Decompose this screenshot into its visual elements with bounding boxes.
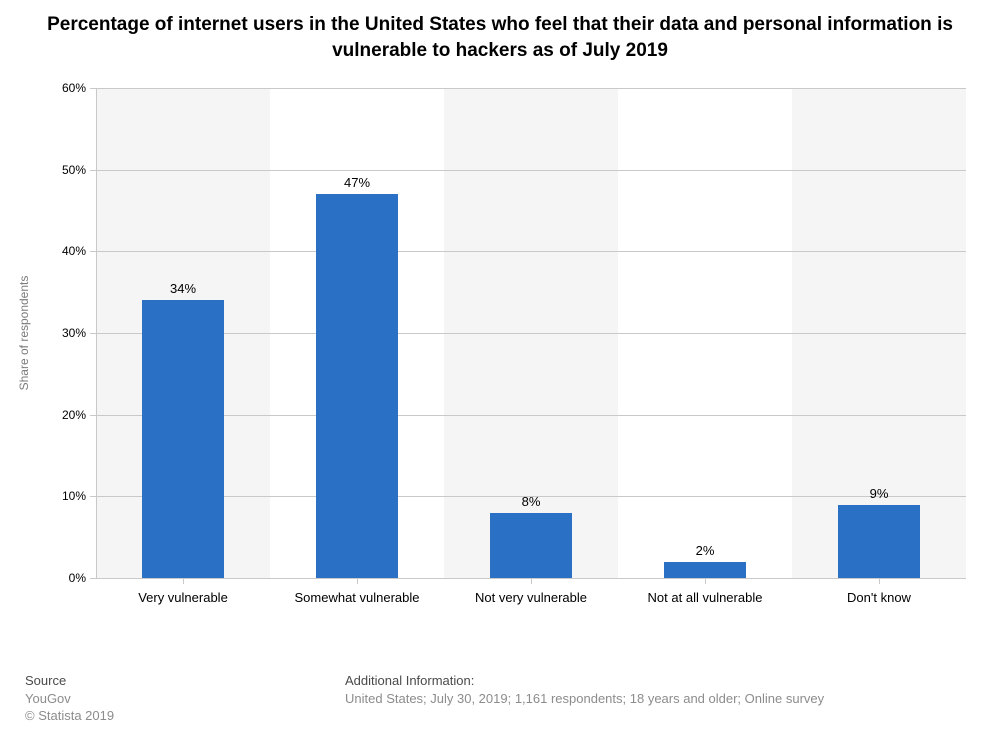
- bar: [142, 300, 224, 578]
- gridline: [96, 333, 966, 334]
- info-text: United States; July 30, 2019; 1,161 resp…: [345, 690, 824, 708]
- bar: [490, 513, 572, 578]
- bar: [664, 562, 746, 578]
- source-header: Source: [25, 673, 345, 688]
- bar-value-label: 2%: [696, 543, 715, 558]
- gridline: [96, 251, 966, 252]
- bar: [316, 194, 398, 578]
- y-tick-label: 30%: [44, 326, 86, 340]
- bar-value-label: 47%: [344, 175, 370, 190]
- y-axis-line: [96, 88, 97, 578]
- bar-chart: 0%10%20%30%40%50%60%Share of respondents…: [96, 88, 966, 578]
- x-tick-mark: [183, 578, 184, 584]
- gridline: [96, 170, 966, 171]
- info-header: Additional Information:: [345, 673, 824, 688]
- y-tick-label: 0%: [44, 571, 86, 585]
- x-tick-label: Somewhat vulnerable: [294, 590, 419, 605]
- gridline: [96, 415, 966, 416]
- x-tick-label: Don't know: [847, 590, 911, 605]
- y-tick-label: 10%: [44, 489, 86, 503]
- bar-value-label: 9%: [870, 486, 889, 501]
- copyright-text: © Statista 2019: [25, 707, 345, 725]
- x-tick-mark: [879, 578, 880, 584]
- bar: [838, 505, 920, 579]
- x-tick-mark: [531, 578, 532, 584]
- source-text: YouGov: [25, 690, 345, 708]
- bar-value-label: 34%: [170, 281, 196, 296]
- x-tick-mark: [357, 578, 358, 584]
- y-axis-title: Share of respondents: [17, 276, 31, 391]
- y-tick-label: 60%: [44, 81, 86, 95]
- x-tick-label: Not at all vulnerable: [648, 590, 763, 605]
- y-tick-label: 20%: [44, 408, 86, 422]
- x-tick-label: Very vulnerable: [138, 590, 228, 605]
- x-tick-label: Not very vulnerable: [475, 590, 587, 605]
- bar-value-label: 8%: [522, 494, 541, 509]
- y-tick-label: 50%: [44, 163, 86, 177]
- y-tick-label: 40%: [44, 244, 86, 258]
- chart-footer: Source YouGov © Statista 2019 Additional…: [25, 673, 975, 725]
- chart-title: Percentage of internet users in the Unit…: [0, 0, 1000, 63]
- x-tick-mark: [705, 578, 706, 584]
- gridline: [96, 88, 966, 89]
